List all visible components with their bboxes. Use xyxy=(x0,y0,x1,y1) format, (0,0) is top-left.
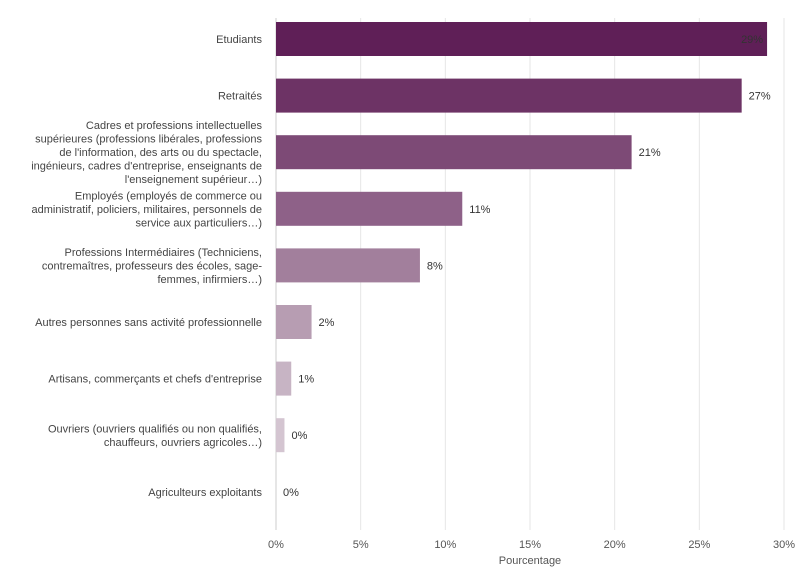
x-tick-label: 10% xyxy=(434,539,456,551)
category-label: Artisans, commerçants et chefs d'entrepr… xyxy=(48,374,262,386)
category-label: Autres personnes sans activité professio… xyxy=(35,317,262,329)
data-label: 29% xyxy=(741,34,763,46)
x-axis-ticks: 0% 5% 10% 15% 20% 25% 30% xyxy=(268,539,795,551)
bar xyxy=(276,305,312,339)
category-labels: Etudiants Retraités Cadres et professions … xyxy=(31,34,262,499)
category-label: Employés (employés de commerce ou adminis… xyxy=(32,190,262,229)
bar xyxy=(276,361,292,396)
category-label: Professions Intermédiaires (Techniciens,… xyxy=(42,247,262,286)
bar xyxy=(276,418,285,453)
x-tick-label: 15% xyxy=(519,539,541,551)
data-label: 27% xyxy=(749,91,771,103)
data-label: 0% xyxy=(283,487,299,499)
bar xyxy=(276,78,742,113)
x-axis-title: Pourcentage xyxy=(499,555,561,567)
category-label: Agriculteurs exploitants xyxy=(148,487,262,499)
bars xyxy=(276,22,768,453)
data-label: 2% xyxy=(319,317,335,329)
category-label: Cadres et professions intellectuelles sup… xyxy=(31,120,262,186)
data-label: 1% xyxy=(298,374,314,386)
x-tick-label: 5% xyxy=(353,539,369,551)
data-label: 8% xyxy=(427,260,443,272)
bar xyxy=(276,248,420,283)
x-tick-label: 0% xyxy=(268,539,284,551)
x-tick-label: 30% xyxy=(773,539,795,551)
data-label: 0% xyxy=(291,430,307,442)
x-tick-label: 20% xyxy=(604,539,626,551)
data-label: 11% xyxy=(469,204,490,216)
data-labels: 29% 27% 21% 11% 8% 2% 1% 0% 0% xyxy=(283,34,771,499)
category-label: Etudiants xyxy=(216,34,262,46)
bar xyxy=(276,191,463,226)
data-label: 21% xyxy=(639,147,661,159)
category-label: Retraités xyxy=(218,91,263,103)
x-tick-label: 25% xyxy=(688,539,710,551)
category-label: Ouvriers (ouvriers qualifiés ou non qual… xyxy=(48,423,262,449)
bar xyxy=(276,22,768,56)
bar xyxy=(276,135,632,170)
